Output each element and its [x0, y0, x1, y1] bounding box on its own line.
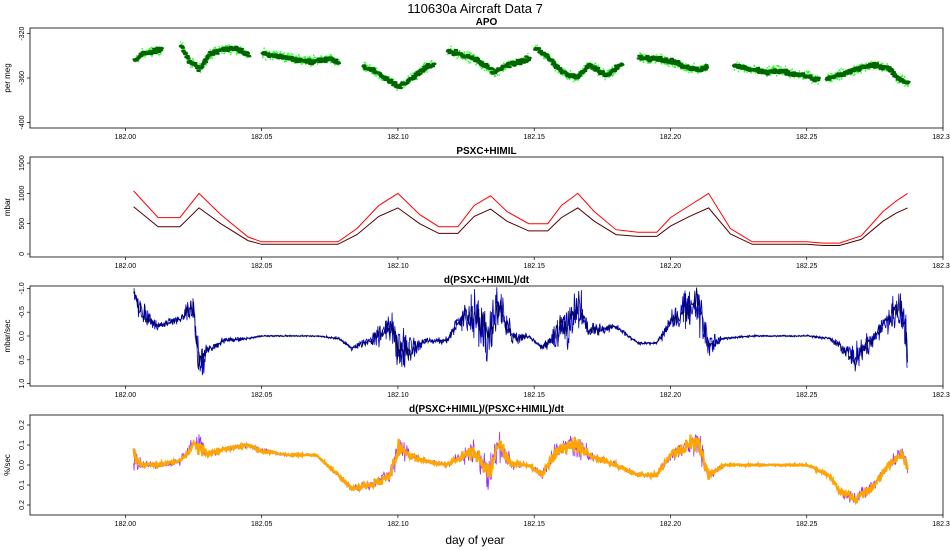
apo-points-dark — [824, 61, 911, 85]
y-axis-label: mbar/sec — [3, 320, 12, 353]
y-tick-label: 0.1 — [19, 440, 26, 450]
x-tick-label: 182.25 — [796, 263, 818, 270]
x-tick-label: 182.20 — [660, 263, 682, 270]
panel-apo: APO per meg -400 -360 -320 182.00 182.05 182.10… — [3, 17, 950, 141]
y-tick-label: -360 — [19, 71, 26, 85]
x-tick-label: 182.05 — [251, 134, 273, 141]
apo-points-dark — [132, 46, 164, 62]
x-tick-label: 182.15 — [523, 521, 545, 528]
y-tick-label: 0.0 — [19, 331, 26, 341]
x-tick-label: 182.30 — [932, 392, 950, 399]
panel-dpdt: d(PSXC+HIMIL)/dt mbar/sec -1.0 -0.5 0.0 0.5 1.… — [3, 275, 950, 399]
plot-area — [133, 287, 908, 376]
apo-points-dark — [260, 51, 342, 66]
x-tick-label: 182.15 — [523, 134, 545, 141]
plot-area — [132, 431, 909, 506]
panel-title: d(PSXC+HIMIL)/(PSXC+HIMIL)/dt — [409, 404, 565, 415]
x-tick-label: 182.25 — [796, 521, 818, 528]
x-tick-label: 182.20 — [660, 392, 682, 399]
y-tick-label: -1.0 — [19, 282, 26, 294]
pct-rate-line-orange — [132, 434, 909, 506]
panel-pct-dpdt: d(PSXC+HIMIL)/(PSXC+HIMIL)/dt %/sec 0.2 0.1… — [3, 404, 950, 528]
x-tick-label: 182.20 — [660, 134, 682, 141]
x-tick-label: 182.25 — [796, 392, 818, 399]
apo-points-light — [179, 41, 250, 74]
y-tick-label: 1.0 — [19, 379, 26, 389]
y-tick-label: 0.1 — [19, 480, 26, 490]
y-tick-label: 0 — [19, 252, 26, 256]
x-tick-label: 182.00 — [115, 392, 137, 399]
plot-frame — [29, 285, 944, 387]
plot-area — [133, 190, 908, 246]
panel-title: d(PSXC+HIMIL)/dt — [444, 275, 530, 286]
series-line — [133, 190, 908, 244]
x-tick-label: 182.10 — [387, 392, 409, 399]
plot-frame — [29, 156, 944, 258]
y-tick-label: 1000 — [19, 185, 26, 201]
plot-frame — [29, 27, 944, 129]
y-tick-label: 0.5 — [19, 355, 26, 365]
x-tick-label: 182.00 — [115, 134, 137, 141]
series-line — [133, 206, 908, 246]
x-tick-label: 182.10 — [387, 521, 409, 528]
rate-line-dark — [133, 287, 908, 372]
y-tick-label: 0.0 — [19, 460, 26, 470]
x-tick-label: 182.30 — [932, 134, 950, 141]
x-tick-label: 182.15 — [523, 392, 545, 399]
y-tick-label: -400 — [19, 115, 26, 129]
plot-frame — [29, 414, 944, 516]
y-tick-label: 0.2 — [19, 420, 26, 430]
apo-points-dark — [533, 47, 625, 80]
apo-points-dark — [178, 44, 252, 72]
y-axis-label: %/sec — [3, 454, 12, 476]
y-tick-label: 1500 — [19, 155, 26, 171]
y-tick-label: -0.5 — [19, 306, 26, 318]
x-tick-label: 182.00 — [115, 521, 137, 528]
x-tick-label: 182.05 — [251, 263, 273, 270]
x-tick-label: 182.00 — [115, 263, 137, 270]
y-tick-label: 500 — [19, 218, 26, 230]
rate-line — [133, 287, 908, 376]
y-tick-label: 0.2 — [19, 500, 26, 510]
pct-rate-line-purple — [133, 431, 908, 505]
x-tick-label: 182.30 — [932, 521, 950, 528]
x-tick-label: 182.10 — [387, 263, 409, 270]
plot-area — [132, 41, 911, 91]
y-tick-label: -320 — [19, 26, 26, 40]
apo-points-dark — [636, 54, 710, 73]
x-tick-label: 182.25 — [796, 134, 818, 141]
y-axis-label: mbar — [3, 198, 12, 217]
x-tick-label: 182.05 — [251, 521, 273, 528]
panel-title: PSXC+HIMIL — [456, 146, 516, 157]
apo-points-dark — [731, 63, 821, 83]
y-axis-label: per meg — [3, 63, 12, 92]
panel-title: APO — [476, 17, 498, 28]
x-tick-label: 182.05 — [251, 392, 273, 399]
figure-title: 110630a Aircraft Data 7 — [407, 1, 543, 16]
x-tick-label: 182.15 — [523, 263, 545, 270]
apo-points-dark — [445, 48, 532, 75]
x-tick-label: 182.20 — [660, 521, 682, 528]
x-axis-label: day of year — [445, 533, 504, 547]
x-tick-label: 182.10 — [387, 134, 409, 141]
apo-points-dark — [361, 62, 437, 90]
panel-psxc-himil: PSXC+HIMIL mbar 0 500 1000 1500 182.00 182.05 18… — [3, 146, 950, 270]
x-tick-label: 182.30 — [932, 263, 950, 270]
